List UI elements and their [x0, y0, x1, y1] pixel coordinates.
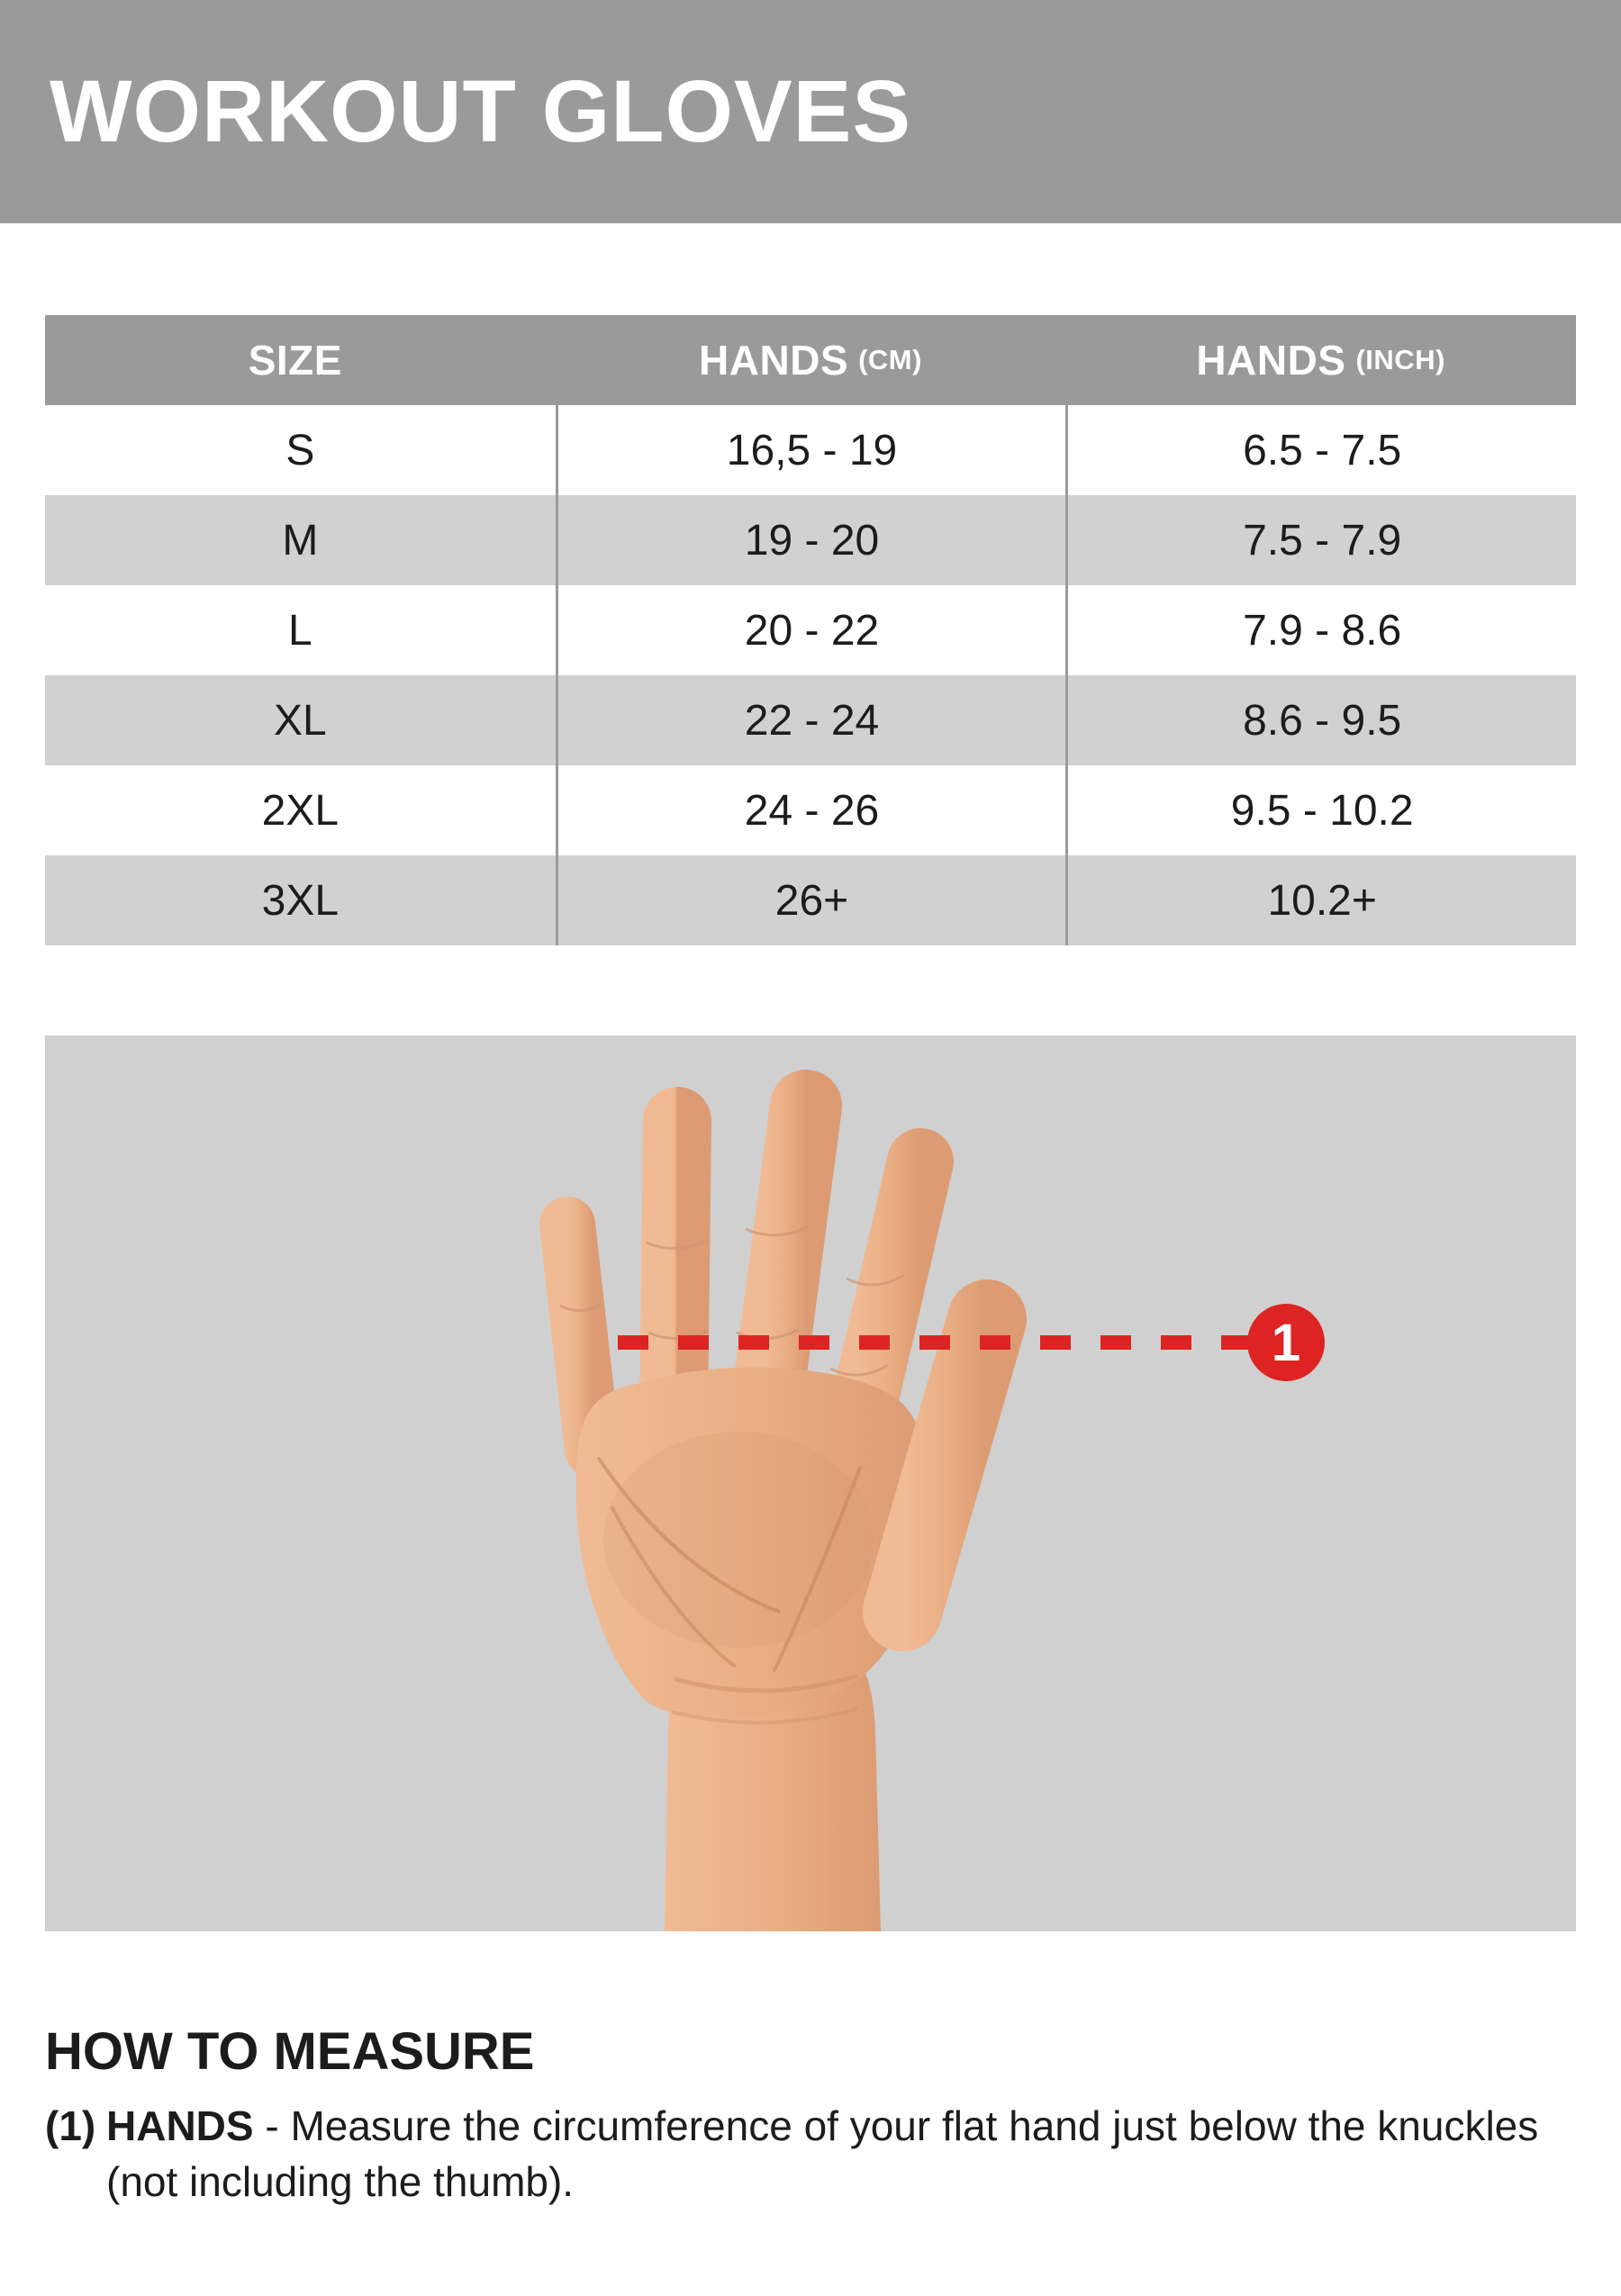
measure-point-1-badge: 1: [1247, 1304, 1325, 1381]
column-header-label: HANDS: [699, 337, 849, 384]
table-row: 3XL 26+ 10.2+: [45, 855, 1576, 945]
column-header-unit: (INCH): [1355, 344, 1445, 375]
cm-cell: 26+: [555, 855, 1066, 945]
column-header-label: SIZE: [248, 337, 342, 384]
size-cell: XL: [273, 696, 327, 745]
size-cell: L: [287, 606, 312, 655]
cm-cell: 22 - 24: [555, 675, 1066, 765]
size-cell: S: [285, 426, 315, 475]
size-cell: 3XL: [261, 876, 340, 925]
column-header-hands-cm: HANDS (CM): [556, 315, 1066, 405]
cm-cell: 16,5 - 19: [555, 405, 1066, 495]
measure-point-1-label: 1: [1272, 1314, 1300, 1372]
size-cell: M: [282, 516, 319, 565]
table-row: 2XL 24 - 26 9.5 - 10.2: [45, 765, 1576, 855]
page-title: WORKOUT GLOVES: [50, 62, 912, 160]
size-table: SIZE HANDS (CM) HANDS (INCH) S 16,5 - 19 6…: [45, 315, 1576, 945]
instruction-number: (1): [45, 2102, 96, 2149]
how-to-measure-section: HOW TO MEASURE (1) HANDS - Measure the ci…: [45, 2021, 1576, 2210]
table-row: L 20 - 22 7.9 - 8.6: [45, 585, 1576, 675]
cm-cell: 20 - 22: [555, 585, 1066, 675]
how-to-measure-heading: HOW TO MEASURE: [45, 2022, 535, 2081]
measure-instruction: (1) HANDS - Measure the circumference of …: [45, 2098, 1576, 2210]
measurement-photo-panel: 1: [45, 1035, 1576, 1931]
inch-cell: 8.6 - 9.5: [1065, 675, 1576, 765]
hand-illustration: 1: [539, 1070, 1325, 1931]
instruction-text: - Measure the circumference of your flat…: [106, 2102, 1539, 2205]
cm-cell: 19 - 20: [555, 495, 1066, 585]
title-banner: WORKOUT GLOVES: [0, 0, 1621, 223]
hand-photo: [539, 1070, 1027, 1931]
table-row: XL 22 - 24 8.6 - 9.5: [45, 675, 1576, 765]
cm-cell: 24 - 26: [555, 765, 1066, 855]
instruction-term: HANDS: [106, 2102, 254, 2149]
column-header-size: SIZE: [45, 315, 556, 405]
size-cell: 2XL: [261, 786, 340, 835]
table-row: S 16,5 - 19 6.5 - 7.5: [45, 405, 1576, 495]
column-header-label: HANDS: [1196, 337, 1346, 384]
inch-cell: 10.2+: [1065, 855, 1576, 945]
column-header-hands-inch: HANDS (INCH): [1065, 315, 1576, 405]
inch-cell: 9.5 - 10.2: [1065, 765, 1576, 855]
column-header-unit: (CM): [858, 344, 922, 375]
inch-cell: 7.9 - 8.6: [1065, 585, 1576, 675]
size-table-header-row: SIZE HANDS (CM) HANDS (INCH): [45, 315, 1576, 405]
table-row: M 19 - 20 7.5 - 7.9: [45, 495, 1576, 585]
inch-cell: 6.5 - 7.5: [1065, 405, 1576, 495]
inch-cell: 7.5 - 7.9: [1065, 495, 1576, 585]
